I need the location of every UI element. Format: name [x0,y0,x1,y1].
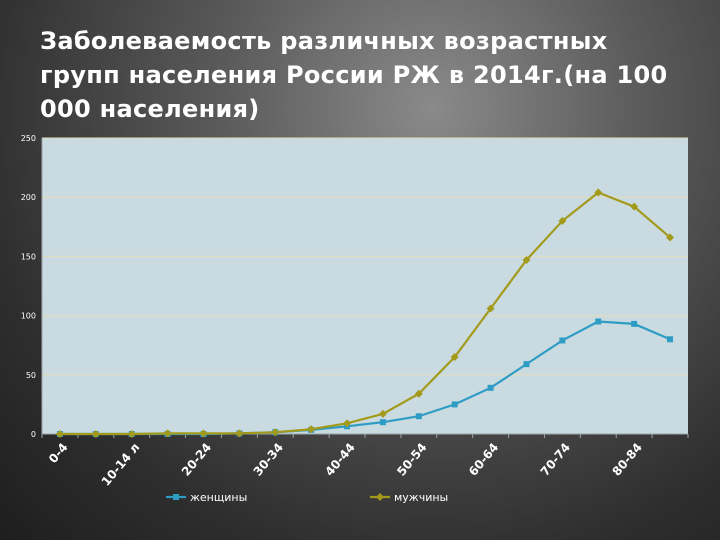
data-point [91,430,100,438]
data-point [415,413,422,420]
data-point [558,216,567,225]
data-point [667,336,674,343]
data-point [55,430,64,438]
x-tick-label: 80-84 [609,440,644,478]
data-point [666,233,675,242]
data-point [450,353,459,362]
series-line [59,191,671,436]
x-tick-label: 30-34 [251,440,286,478]
legend-label: мужчины [394,491,448,504]
legend-marker [173,494,179,500]
data-point [127,430,136,438]
data-point [271,428,280,437]
y-tick-label: 0 [31,430,36,439]
data-point [630,202,639,211]
data-point [486,304,495,313]
data-point [378,409,387,418]
data-point [163,429,172,438]
data-point [631,320,638,327]
legend-marker [376,493,384,501]
data-point [235,429,244,438]
data-point [343,419,352,428]
y-tick-label: 200 [21,193,36,202]
y-tick-label: 50 [26,371,36,380]
y-tick-label: 100 [21,312,36,321]
data-point [414,389,423,398]
slide-title: Заболеваемость различных возрастных груп… [40,27,668,123]
legend-label: женщины [190,491,247,504]
x-tick-label: 0-4 [46,440,71,466]
data-point [307,425,316,434]
x-tick-label: 60-64 [466,440,501,478]
y-tick-label: 250 [21,134,36,143]
x-tick-label: 10-14 л [99,440,143,488]
data-point [595,318,602,325]
x-tick-label: 40-44 [322,440,357,478]
data-point [379,419,386,426]
data-point [523,361,530,368]
data-point [559,337,566,344]
x-tick-label: 70-74 [538,440,573,478]
data-point [487,384,494,391]
data-point [594,188,603,197]
data-point [451,401,458,408]
y-tick-label: 150 [21,252,36,261]
x-tick-label: 20-24 [179,440,214,478]
data-point [199,429,208,438]
x-tick-label: 50-54 [394,440,429,478]
plot-area [42,138,688,434]
data-point [522,255,531,264]
